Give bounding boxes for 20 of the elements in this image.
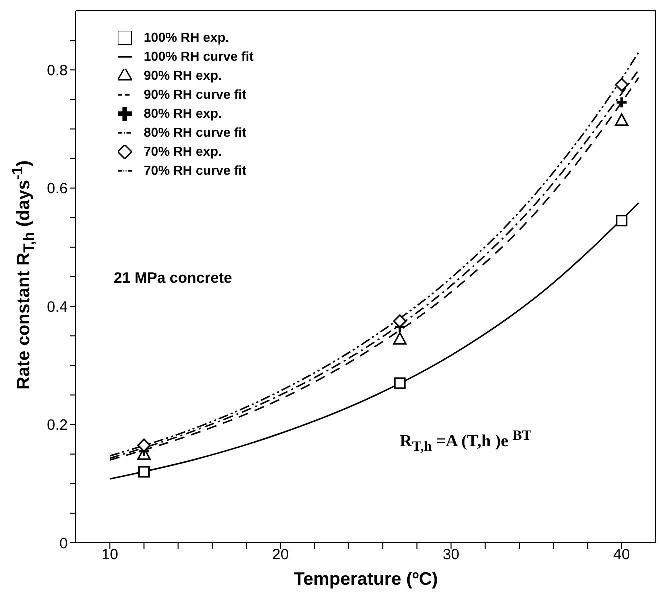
legend-label: 70% RH exp. (144, 144, 222, 159)
annotation: R$_{T,h}$ =A (T,h )e $^{BT}$ (400, 428, 532, 456)
y-tick-label: 0 (60, 535, 68, 552)
x-tick-label: 10 (102, 546, 118, 564)
legend-label: 90% RH exp. (144, 68, 222, 83)
x-tick-label: 20 (272, 546, 290, 564)
y-tick-label: 0.2 (47, 417, 68, 434)
legend-label: 90% RH curve fit (144, 87, 247, 102)
y-tick-label: 0.6 (47, 180, 68, 198)
legend-label: 100% RH curve fit (144, 49, 254, 64)
legend-label: 80% RH curve fit (144, 125, 247, 140)
annotation: 21 MPa concrete (114, 270, 232, 287)
x-axis-title: Temperature (ºC) (294, 569, 438, 589)
legend-label: 70% RH curve fit (144, 163, 247, 178)
legend-label: 80% RH exp. (144, 106, 222, 121)
x-tick-label: 30 (442, 546, 460, 564)
y-tick-label: 0.8 (47, 62, 68, 80)
y-tick-label: 0.4 (47, 298, 68, 316)
legend-label: 100% RH exp. (144, 30, 230, 45)
x-tick-label: 40 (614, 546, 630, 564)
